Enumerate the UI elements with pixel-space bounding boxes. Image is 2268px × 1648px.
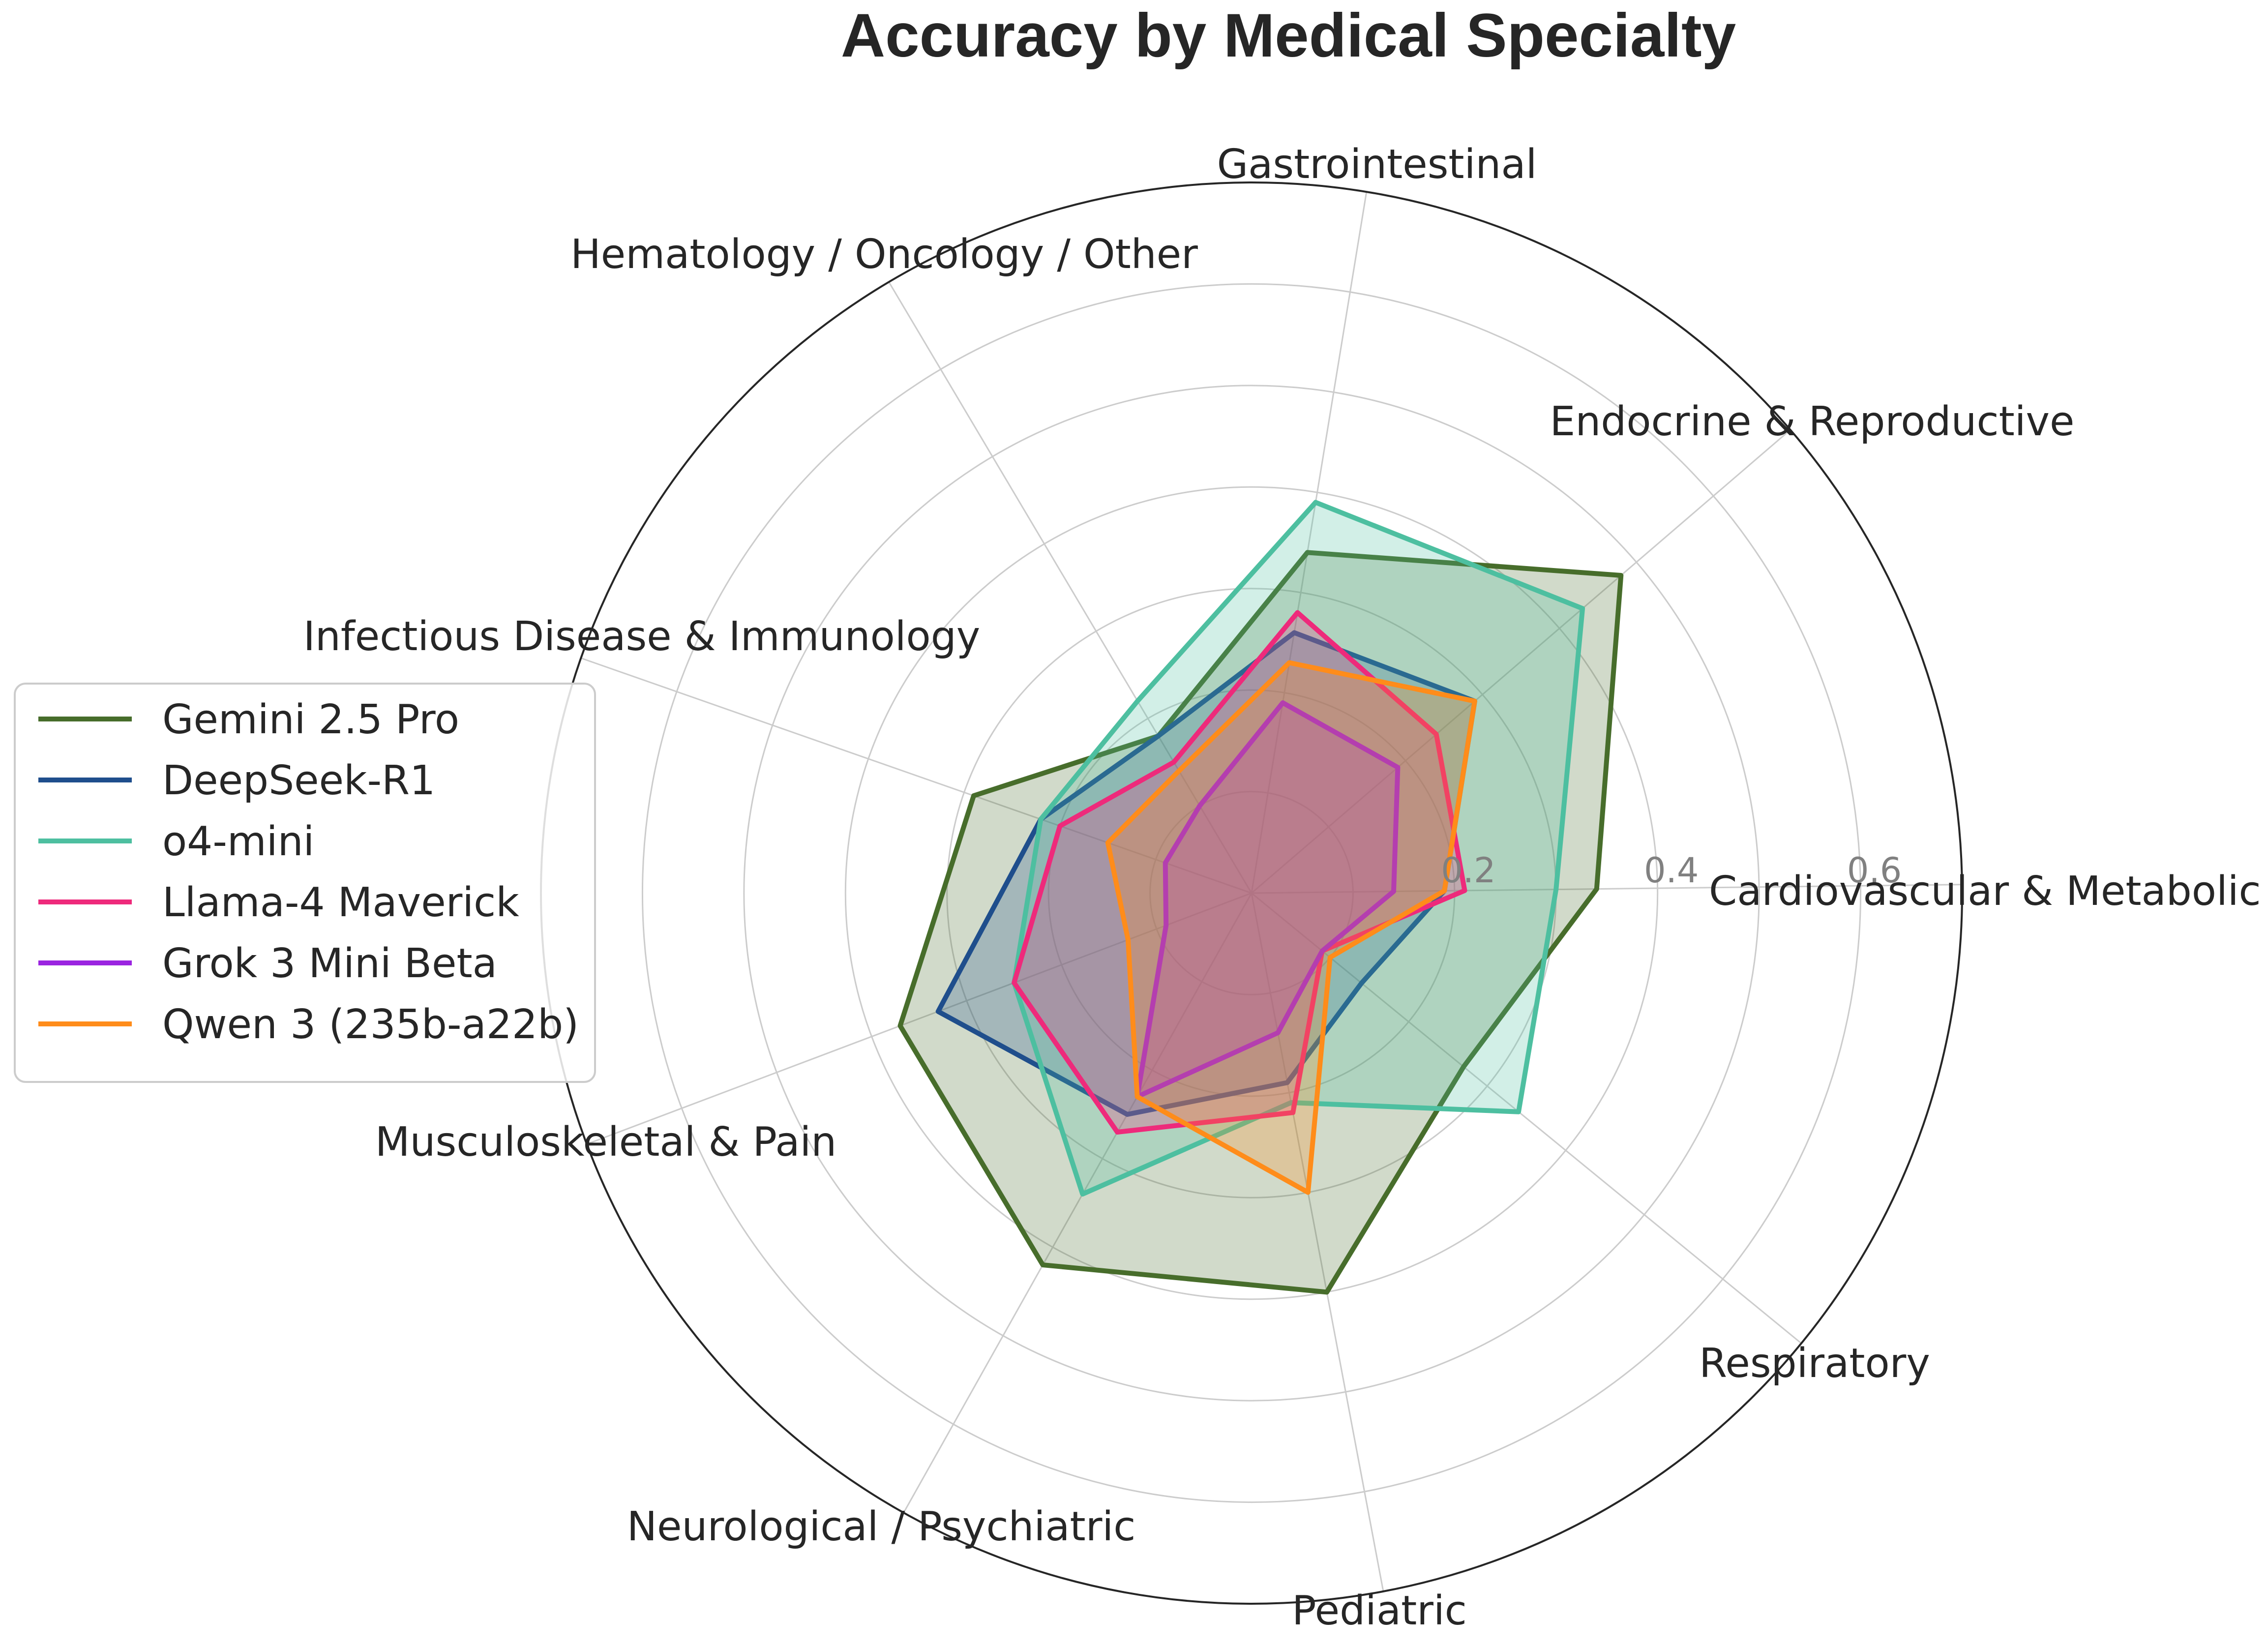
grid-spoke (903, 893, 1253, 1513)
grid-ring (844, 486, 1659, 1300)
series-area (1107, 662, 1475, 1193)
category-label: Gastrointestinal (1217, 141, 1537, 188)
legend-item: Gemini 2.5 Pro (38, 696, 459, 743)
series-layer (897, 500, 1624, 1295)
legend-item: Grok 3 Mini Beta (38, 940, 497, 987)
grid-spoke (888, 281, 1253, 894)
category-label: Infectious Disease & Immunology (303, 613, 981, 660)
series-2 (1012, 500, 1585, 1197)
series-5 (1105, 660, 1477, 1195)
legend-item: Llama-4 Maverick (38, 879, 519, 926)
category-label: Musculoskeletal & Pain (375, 1119, 836, 1166)
grid-spoke (586, 892, 1252, 1145)
grid-ring (1149, 791, 1354, 995)
grid-spoke (1251, 884, 1962, 894)
grid-ring (641, 283, 1862, 1503)
legend-label: o4-mini (162, 818, 314, 865)
chart-title: Accuracy by Medical Specialty (841, 1, 1736, 70)
legend-label: Qwen 3 (235b-a22b) (162, 1001, 579, 1048)
r-tick-label: 0.6 (1847, 850, 1902, 891)
category-labels: Cardiovascular & Metabolic Endocrine & Re… (303, 141, 2261, 1634)
series-line (1012, 610, 1467, 1135)
category-label: Pediatric (1292, 1588, 1467, 1634)
legend: Gemini 2.5 Pro DeepSeek-R1 o4-mini Llama-4 … (14, 683, 596, 1083)
series-area (1014, 502, 1583, 1194)
legend-item: o4-mini (38, 818, 314, 865)
series-area (938, 632, 1475, 1114)
grid-ring (743, 385, 1760, 1402)
radial-ticks: 0.2 0.4 0.6 (1441, 850, 1902, 891)
legend-item: DeepSeek-R1 (38, 757, 435, 804)
category-label: Respiratory (1699, 1340, 1930, 1387)
series-area (900, 552, 1621, 1292)
series-line (1105, 660, 1477, 1195)
category-label: Hematology / Oncology / Other (570, 231, 1198, 278)
category-label: Cardiovascular & Metabolic (1709, 868, 2261, 915)
category-label: Endocrine & Reproductive (1550, 398, 2075, 445)
r-tick-label: 0.2 (1441, 850, 1495, 891)
legend-label: Llama-4 Maverick (162, 879, 519, 926)
series-line (1134, 700, 1401, 1099)
legend-item: Qwen 3 (235b-a22b) (38, 1001, 579, 1048)
legend-label: Grok 3 Mini Beta (162, 940, 497, 987)
series-4 (1134, 700, 1401, 1099)
legend-box (14, 683, 596, 1083)
r-tick-label: 0.4 (1644, 850, 1699, 891)
series-area (1137, 703, 1398, 1097)
legend-label: DeepSeek-R1 (162, 757, 435, 804)
grid-spoke (1251, 191, 1368, 894)
grid-spoke (1251, 892, 1802, 1344)
grid (540, 181, 1963, 1605)
grid-spoke (1251, 893, 1384, 1592)
grid-spoke (580, 657, 1252, 894)
grid-spoke (1251, 429, 1791, 894)
series-line (1012, 500, 1585, 1197)
legend-label: Gemini 2.5 Pro (162, 696, 459, 743)
category-label: Neurological / Psychiatric (627, 1503, 1136, 1550)
